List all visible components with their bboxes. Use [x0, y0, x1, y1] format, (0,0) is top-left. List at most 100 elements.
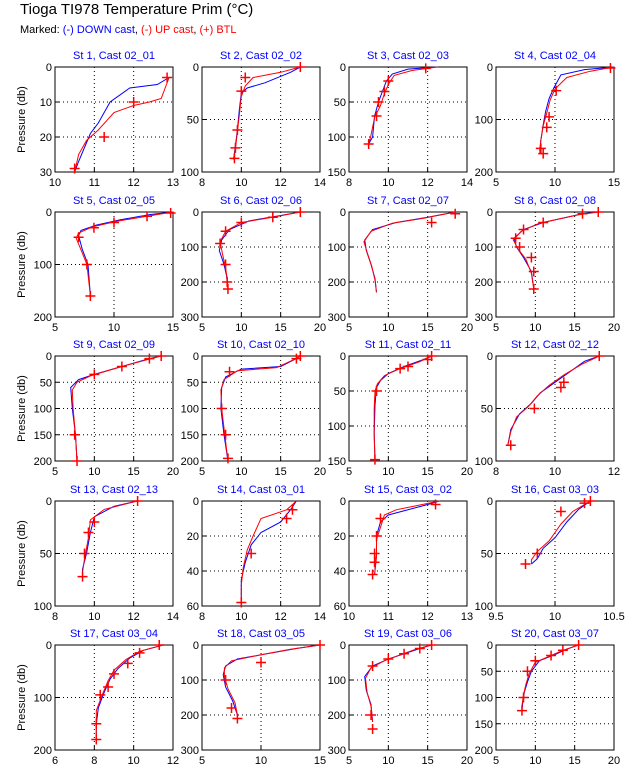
btl-marker: [220, 429, 231, 440]
chart-panel-15: St 15, Cast 03_02 10 11 12 13 0 20 40 60: [334, 484, 473, 623]
btl-marker: [577, 208, 588, 219]
btl-marker: [89, 369, 100, 380]
tick-label-y: 0: [487, 351, 493, 363]
tick-label-y: 100: [475, 693, 493, 705]
tick-label-y: 0: [340, 62, 346, 74]
up-cast-line: [512, 211, 599, 290]
tick-label-x: 8: [91, 755, 97, 767]
btl-marker: [215, 238, 226, 249]
btl-marker: [122, 658, 133, 669]
tick-label-y: 200: [34, 312, 52, 324]
tick-label-y: 200: [181, 456, 199, 468]
chart-panel-2: St 2, Cast 02_02 8 10 12 14 0 50 100: [181, 50, 326, 189]
tick-label-y: 0: [193, 640, 199, 652]
btl-marker: [538, 148, 549, 159]
tick-label-y: 50: [334, 386, 346, 398]
tick-label-x: 10: [128, 755, 140, 767]
panel-frame: [348, 355, 468, 462]
btl-marker: [256, 657, 266, 668]
panel-title: St 13, Cast 02_13: [70, 484, 158, 496]
btl-marker: [103, 682, 114, 692]
panel-title: St 4, Cast 02_04: [514, 50, 596, 62]
btl-marker: [558, 377, 569, 388]
panel-title: St 11, Cast 02_11: [365, 339, 451, 351]
tick-label-x: 12: [128, 611, 140, 623]
panel-frame: [54, 66, 174, 173]
btl-marker: [142, 211, 153, 222]
panel-title: St 1, Cast 02_01: [73, 50, 155, 62]
btl-marker: [79, 548, 90, 559]
tick-label-x: 5: [199, 322, 205, 334]
legend-btl: (+) BTL: [199, 24, 237, 36]
chart-panel-11: St 11, Cast 02_11 5 10 15 20 0 50 100 150: [328, 339, 473, 478]
tick-label-x: 12: [275, 611, 287, 623]
tick-label-y: 0: [487, 207, 493, 219]
tick-label-y: 0: [193, 496, 199, 508]
btl-marker: [81, 259, 92, 270]
up-cast-line: [223, 644, 321, 716]
tick-label-y: 40: [187, 566, 199, 578]
panel-title: St 5, Cast 02_05: [73, 195, 155, 207]
btl-marker: [555, 506, 566, 517]
btl-marker: [369, 548, 380, 559]
tick-label-x: 12: [275, 177, 287, 189]
btl-marker: [73, 232, 84, 243]
btl-marker: [520, 559, 531, 569]
down-cast-line: [374, 500, 440, 575]
btl-marker: [224, 366, 235, 377]
btl-marker: [369, 557, 380, 568]
tick-label-y: 150: [328, 167, 346, 179]
chart-panel-17: St 17, Cast 03_04 6 8 10 12 0 100 200 Pressure (…: [16, 628, 179, 767]
tick-label-x: 10.5: [603, 611, 624, 623]
tick-label-y: 0: [193, 62, 199, 74]
tick-label-x: 14: [314, 177, 326, 189]
tick-label-y: 0: [46, 351, 52, 363]
chart-panel-13: St 13, Cast 02_13 8 10 12 14 0 50 100 Pressure (…: [16, 484, 179, 623]
tick-label-y: 50: [187, 377, 199, 389]
tick-label-x: 10: [549, 466, 561, 478]
tick-label-x: 10: [108, 322, 120, 334]
down-cast-line: [539, 66, 615, 152]
tick-label-x: 8: [199, 177, 205, 189]
tick-label-x: 20: [608, 755, 620, 767]
btl-marker: [420, 63, 431, 74]
tick-label-x: 8: [346, 177, 352, 189]
tick-label-x: 5: [346, 755, 352, 767]
tick-label-x: 15: [128, 466, 140, 478]
tick-label-y: 200: [475, 277, 493, 289]
btl-marker: [538, 217, 549, 228]
tick-label-y: 30: [40, 167, 52, 179]
up-cast-line: [507, 355, 600, 446]
chart-panel-3: St 3, Cast 02_03 8 10 12 14 0 50 100 150: [328, 50, 473, 189]
tick-label-x: 10: [549, 177, 561, 189]
btl-marker: [526, 252, 537, 263]
btl-marker: [426, 217, 437, 228]
tick-label-x: 15: [275, 466, 287, 478]
down-cast-line: [74, 77, 170, 173]
btl-marker: [518, 224, 529, 235]
tick-label-x: 12: [422, 611, 434, 623]
btl-marker: [77, 571, 88, 582]
btl-marker: [220, 259, 231, 270]
tick-label-x: 5: [493, 755, 499, 767]
btl-marker: [72, 456, 83, 466]
btl-marker: [222, 284, 233, 294]
tick-label-x: 20: [167, 466, 179, 478]
legend-down-cast: (-) DOWN cast: [62, 24, 135, 36]
btl-marker: [236, 86, 247, 97]
tick-label-x: 10: [529, 755, 541, 767]
tick-label-y: 100: [34, 404, 52, 416]
tick-label-x: 5: [52, 466, 58, 478]
btl-marker: [91, 734, 102, 745]
btl-marker: [154, 640, 165, 650]
tick-label-y: 10: [40, 97, 52, 109]
tick-label-y: 50: [40, 377, 52, 389]
btl-marker: [585, 496, 596, 506]
btl-marker: [240, 72, 251, 83]
tick-label-x: 20: [314, 466, 326, 478]
tick-label-x: 8: [493, 466, 499, 478]
legend-up-cast: (-) UP cast: [141, 24, 194, 36]
